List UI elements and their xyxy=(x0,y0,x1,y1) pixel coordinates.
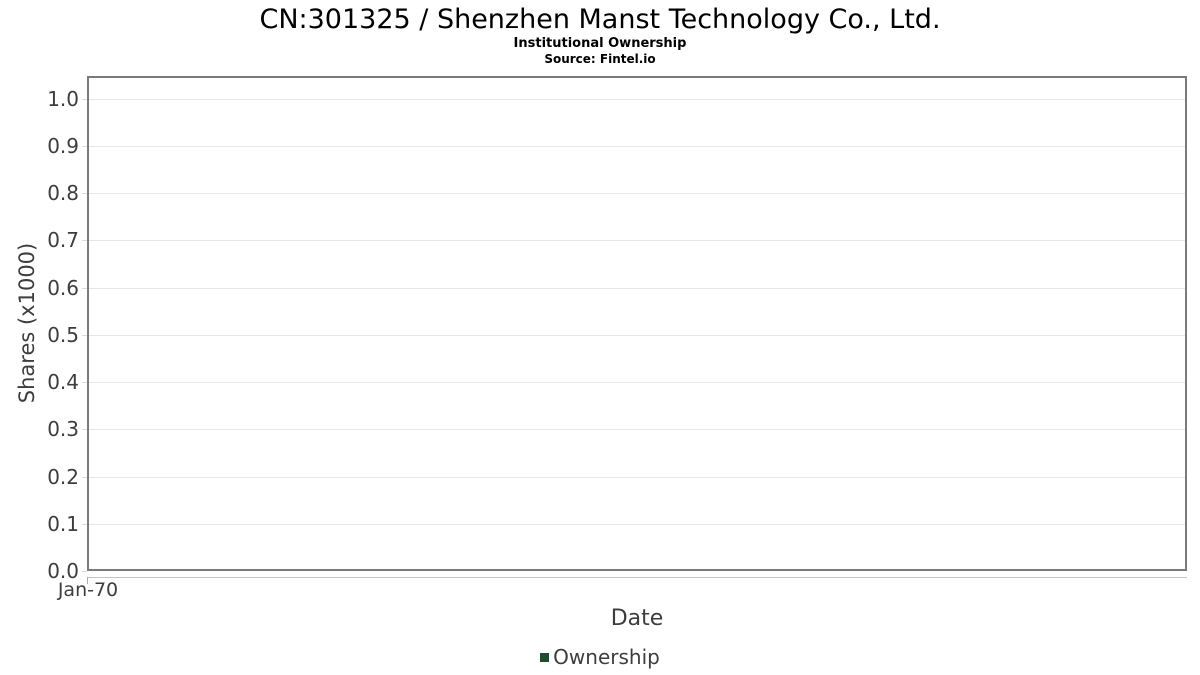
plot-area xyxy=(87,76,1187,571)
x-tick-label: Jan-70 xyxy=(57,579,119,601)
y-tick-label: 0.6 xyxy=(47,276,79,300)
chart-title: CN:301325 / Shenzhen Manst Technology Co… xyxy=(259,4,941,35)
y-tick-label: 0.8 xyxy=(47,181,79,205)
y-tick-label: 0.7 xyxy=(47,228,79,252)
x-axis-tick xyxy=(87,577,88,584)
y-axis-tick xyxy=(82,571,87,572)
y-tick-label: 1.0 xyxy=(47,87,79,111)
x-axis-title: Date xyxy=(610,606,664,631)
legend: Ownership xyxy=(0,644,1200,670)
y-tick-label: 0.5 xyxy=(47,323,79,347)
legend-marker-icon xyxy=(540,652,550,662)
y-tick-label: 0.1 xyxy=(47,512,79,536)
y-tick-label: 0.2 xyxy=(47,465,79,489)
y-tick-label: 0.4 xyxy=(47,370,79,394)
y-tick-label: 0.9 xyxy=(47,134,79,158)
legend-entry: Ownership xyxy=(540,645,660,669)
x-axis-line xyxy=(87,577,1187,578)
y-tick-label: 0.3 xyxy=(47,417,79,441)
chart-source-label: Source: Fintel.io xyxy=(544,52,656,66)
y-axis-title: Shares (x1000) xyxy=(15,242,39,404)
chart-subtitle: Institutional Ownership xyxy=(513,36,687,51)
legend-label: Ownership xyxy=(553,645,660,669)
